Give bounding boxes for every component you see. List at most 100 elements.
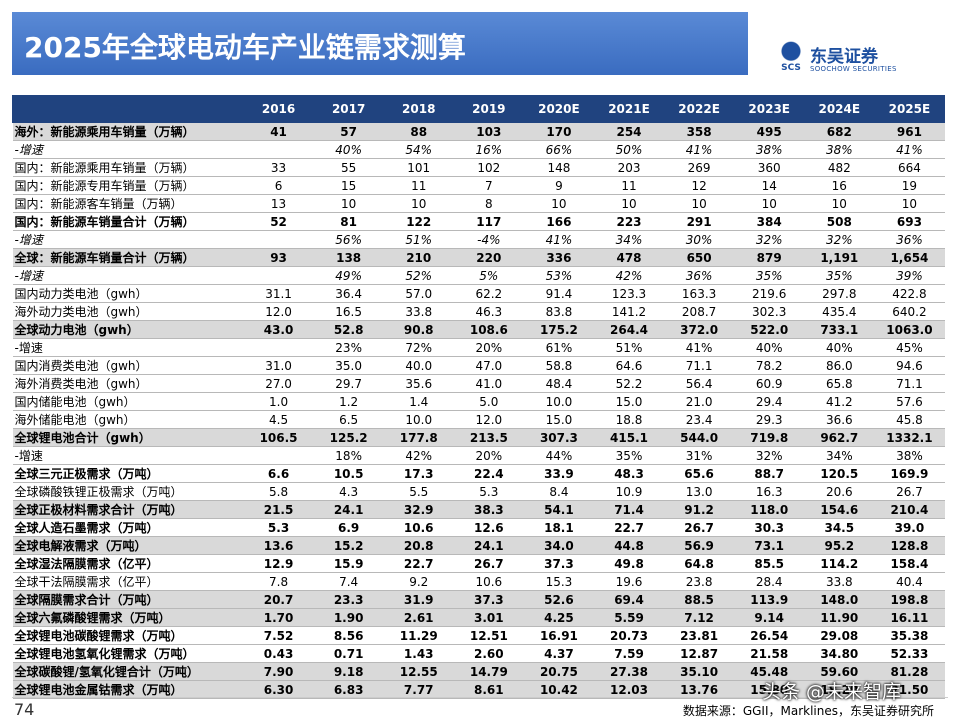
row-label: -增速	[12, 446, 244, 465]
value-cell: 55	[313, 158, 384, 177]
value-cell: 522.0	[734, 320, 805, 339]
value-cell: 10	[313, 194, 384, 213]
value-cell: 35.38	[874, 626, 945, 645]
value-cell: 72%	[383, 338, 454, 357]
value-cell: 415.1	[593, 428, 665, 447]
value-cell: 15.9	[313, 554, 384, 573]
value-cell: 3.01	[453, 608, 524, 627]
value-cell: 106.5	[243, 428, 314, 447]
value-cell: 30%	[664, 230, 735, 249]
value-cell: 360	[734, 158, 805, 177]
value-cell: 57	[313, 122, 384, 141]
table-row: 全球三元正极需求（万吨） 6.6 10.5 17.3 22.4 33.9 48.3 65.6 8…	[12, 464, 945, 483]
value-cell: 108.6	[453, 320, 524, 339]
value-cell: 10.9	[593, 482, 665, 501]
value-cell: 81	[313, 212, 384, 231]
value-cell: 60.9	[734, 374, 805, 393]
value-cell: 22.7	[383, 554, 454, 573]
rule	[12, 697, 948, 698]
value-cell: 52.8	[313, 320, 384, 339]
value-cell: 15.2	[313, 536, 384, 555]
row-label: -增速	[12, 338, 244, 357]
value-cell: 5.59	[593, 608, 665, 627]
value-cell: 7.12	[664, 608, 735, 627]
value-cell: 20.7	[243, 590, 314, 609]
table-row: 全球碳酸锂/氢氧化锂合计（万吨） 7.90 9.18 12.55 14.79 20.75 2…	[12, 662, 945, 681]
empty-cell	[243, 338, 314, 357]
row-label: 全球锂电池合计（gwh）	[12, 428, 244, 447]
value-cell: 34.5	[804, 518, 875, 537]
value-cell: 12.03	[593, 680, 665, 699]
value-cell: 41%	[523, 230, 594, 249]
value-cell: 1.2	[313, 392, 384, 411]
table-row: -增速 49% 52% 5% 53% 42% 36% 35% 35% 39%	[12, 266, 945, 285]
value-cell: 10	[874, 194, 945, 213]
value-cell: 14	[734, 176, 805, 195]
value-cell: 38%	[804, 140, 875, 159]
value-cell: 5.5	[383, 482, 454, 501]
table-row: 全球隔膜需求合计（万吨） 20.7 23.3 31.9 37.3 52.6 69.4 88.5…	[12, 590, 945, 609]
value-cell: 2.60	[453, 644, 524, 663]
value-cell: 51%	[593, 338, 665, 357]
value-cell: 7.4	[313, 572, 384, 591]
value-cell: 41	[243, 122, 314, 141]
value-cell: 86.0	[804, 356, 875, 375]
value-cell: 40%	[734, 338, 805, 357]
row-label: 海外储能电池（gwh）	[12, 410, 244, 429]
value-cell: 16.3	[734, 482, 805, 501]
table-row: 海外储能电池（gwh） 4.5 6.5 10.0 12.0 15.0 18.8 23.4 29.…	[12, 410, 945, 429]
value-cell: 23.81	[664, 626, 735, 645]
value-cell: 10.6	[383, 518, 454, 537]
value-cell: 163.3	[664, 284, 735, 303]
value-cell: 422.8	[874, 284, 945, 303]
column-header: 2019	[453, 95, 525, 123]
value-cell: 719.8	[734, 428, 805, 447]
value-cell: 15	[313, 176, 384, 195]
value-cell: 5%	[453, 266, 524, 285]
value-cell: 12.51	[453, 626, 524, 645]
empty-cell	[243, 446, 314, 465]
value-cell: 123.3	[593, 284, 665, 303]
value-cell: 5.3	[243, 518, 314, 537]
value-cell: 962.7	[804, 428, 875, 447]
value-cell: 20.8	[383, 536, 454, 555]
value-cell: 39.0	[874, 518, 945, 537]
row-label: 全球六氟磷酸锂需求（万吨）	[12, 608, 244, 627]
value-cell: 22.4	[453, 464, 524, 483]
table-row: 国内：新能源车销量合计（万辆） 52 81 122 117 166 223 291 384 508…	[12, 212, 945, 231]
row-label: 全球锂电池碳酸锂需求（万吨）	[12, 626, 244, 645]
value-cell: 64.8	[664, 554, 735, 573]
value-cell: 138	[313, 248, 384, 267]
value-cell: 24.1	[453, 536, 524, 555]
value-cell: 21.0	[664, 392, 735, 411]
value-cell: 1.90	[313, 608, 384, 627]
value-cell: 41.0	[453, 374, 524, 393]
value-cell: 34.0	[523, 536, 594, 555]
value-cell: 90.8	[383, 320, 454, 339]
row-label: 全球人造石墨需求（万吨）	[12, 518, 244, 537]
value-cell: 40.4	[874, 572, 945, 591]
value-cell: 41%	[874, 140, 945, 159]
value-cell: 71.1	[664, 356, 735, 375]
value-cell: 15.0	[593, 392, 665, 411]
value-cell: 10.5	[313, 464, 384, 483]
value-cell: 336	[523, 248, 594, 267]
value-cell: 81.28	[874, 662, 945, 681]
value-cell: 32%	[734, 230, 805, 249]
table-row: 国内消费类电池（gwh） 31.0 35.0 40.0 47.0 58.8 64.6 71.1…	[12, 356, 945, 375]
value-cell: 7.59	[593, 644, 665, 663]
value-cell: 54.1	[523, 500, 594, 519]
table-row: 全球湿法隔膜需求（亿平） 12.9 15.9 22.7 26.7 37.3 49.8 64.8…	[12, 554, 945, 573]
table-row: -增速 18% 42% 20% 44% 35% 31% 32% 34% 38%	[12, 446, 945, 465]
value-cell: 88.5	[664, 590, 735, 609]
value-cell: 1.43	[383, 644, 454, 663]
value-cell: 12.6	[453, 518, 524, 537]
value-cell: 48.4	[523, 374, 594, 393]
value-cell: 35.0	[313, 356, 384, 375]
value-cell: 175.2	[523, 320, 594, 339]
value-cell: 6.5	[313, 410, 384, 429]
value-cell: 31%	[664, 446, 735, 465]
value-cell: 640.2	[874, 302, 945, 321]
row-label: 全球锂电池金属钴需求（万吨）	[12, 680, 244, 699]
value-cell: 14.79	[453, 662, 524, 681]
